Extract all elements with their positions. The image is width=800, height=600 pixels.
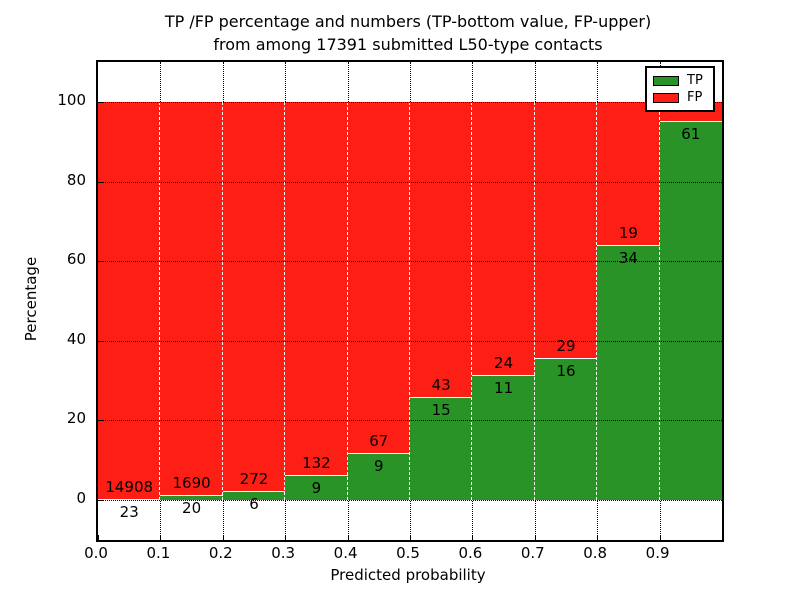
x-tick-label: 0.7 xyxy=(520,544,545,562)
bar-tp-segment xyxy=(410,397,473,500)
y-tick-label: 40 xyxy=(66,329,86,348)
bar-separator xyxy=(409,102,410,500)
y-tick-label: 80 xyxy=(66,170,86,189)
x-tick-label: 0.9 xyxy=(645,544,670,562)
plot-area: 14908 23 1690 20 272 6 132 9 67 9 43 15 24 11 29 16 19 34… xyxy=(96,60,724,542)
bar-tp-segment xyxy=(160,495,223,500)
y-tick-label: 60 xyxy=(66,250,86,269)
x-tick-mark xyxy=(472,535,474,540)
tp-count-label: 34 xyxy=(618,248,638,267)
x-tick-mark xyxy=(98,535,99,540)
tp-count-label: 16 xyxy=(556,362,576,381)
bar-separator xyxy=(221,102,223,500)
h-gridline xyxy=(98,420,722,422)
bar-tp-segment xyxy=(659,120,722,500)
x-tick-label: 0.4 xyxy=(333,544,358,562)
bar-fp-segment xyxy=(410,102,473,398)
legend-item-fp: FP xyxy=(653,91,707,104)
tp-count-label: 20 xyxy=(182,499,202,518)
h-gridline xyxy=(98,340,722,342)
bar-fp-segment xyxy=(160,102,223,496)
bar-separator xyxy=(533,102,535,500)
x-tick-label: 0.0 xyxy=(84,544,108,562)
tp-count-label: 11 xyxy=(494,378,514,397)
x-tick-label: 0.8 xyxy=(583,544,608,562)
fp-count-label: 67 xyxy=(369,431,389,450)
y-tick-mark xyxy=(98,261,103,263)
x-tick-mark xyxy=(597,535,599,540)
x-tick-mark xyxy=(659,535,661,540)
y-tick-mark xyxy=(98,420,103,422)
bar-fp-segment xyxy=(597,102,660,245)
y-tick-label: 20 xyxy=(66,409,86,428)
bar-fp-segment xyxy=(98,102,161,500)
y-tick-mark xyxy=(98,181,103,183)
fp-count-label: 272 xyxy=(239,470,269,489)
h-gridline xyxy=(98,261,722,263)
tp-count-label: 15 xyxy=(431,401,451,420)
bar-tp-segment xyxy=(222,491,286,500)
bar-separator xyxy=(159,102,161,500)
x-tick-label: 0.6 xyxy=(458,544,483,562)
tp-count-label: 61 xyxy=(681,124,701,143)
fp-count-label: 1690 xyxy=(172,474,211,493)
x-tick-mark xyxy=(285,535,287,540)
x-tick-mark xyxy=(534,535,536,540)
bar-tp-segment xyxy=(534,358,598,500)
h-gridline xyxy=(98,181,722,183)
y-tick-label: 0 xyxy=(76,489,86,507)
bar-separator xyxy=(346,102,348,500)
y-tick-mark xyxy=(98,340,103,342)
legend-label-tp: TP xyxy=(687,73,703,88)
fp-count-label: 43 xyxy=(431,376,451,395)
chart-title-line2: from among 17391 submitted L50-type cont… xyxy=(213,35,603,54)
bar-tp-segment xyxy=(98,499,161,501)
bar-tp-segment xyxy=(597,244,660,500)
legend-label-fp: FP xyxy=(687,90,703,105)
bar-fp-segment xyxy=(222,102,286,492)
bar-fp-segment xyxy=(534,102,598,359)
bar-separator xyxy=(596,102,598,500)
bar-fp-segment xyxy=(347,102,410,453)
legend: TP FP xyxy=(645,66,715,112)
x-tick-mark xyxy=(222,535,224,540)
tp-count-label: 6 xyxy=(249,495,259,514)
x-tick-mark xyxy=(160,535,162,540)
x-tick-label: 0.5 xyxy=(396,544,420,562)
y-tick-mark xyxy=(98,500,103,501)
bar-separator xyxy=(658,102,660,500)
chart-title: TP /FP percentage and numbers (TP-bottom… xyxy=(96,10,720,56)
tp-count-label: 9 xyxy=(374,456,384,475)
h-gridline xyxy=(98,102,722,103)
bar-separator xyxy=(284,102,286,500)
bar-separator xyxy=(471,102,473,500)
tp-count-label: 23 xyxy=(119,503,139,522)
x-tick-label: 0.1 xyxy=(146,544,171,562)
legend-item-tp: TP xyxy=(653,74,707,87)
x-axis-label: Predicted probability xyxy=(330,566,486,584)
h-gridline xyxy=(98,500,722,501)
x-tick-label: 0.2 xyxy=(208,544,233,562)
y-tick-mark xyxy=(98,102,103,103)
x-tick-mark xyxy=(347,535,349,540)
fp-count-label: 29 xyxy=(556,337,576,356)
fp-count-label: 14908 xyxy=(105,478,154,497)
chart-title-line1: TP /FP percentage and numbers (TP-bottom… xyxy=(164,12,652,31)
tp-count-label: 9 xyxy=(311,478,322,497)
x-tick-mark xyxy=(410,535,411,540)
fp-count-label: 132 xyxy=(302,453,331,472)
fp-count-label: 24 xyxy=(494,353,514,372)
bar-fp-segment xyxy=(472,102,535,375)
fp-count-label: 19 xyxy=(618,223,638,242)
tp-color-swatch xyxy=(653,75,679,86)
bar-tp-segment xyxy=(347,452,410,500)
y-axis-label: Percentage xyxy=(22,256,40,342)
y-tick-label: 100 xyxy=(57,91,86,109)
bar-fp-segment xyxy=(285,102,348,475)
bar-tp-segment xyxy=(285,474,348,500)
fp-color-swatch xyxy=(653,92,679,103)
x-tick-label: 0.3 xyxy=(271,544,296,562)
bar-tp-segment xyxy=(472,374,535,500)
